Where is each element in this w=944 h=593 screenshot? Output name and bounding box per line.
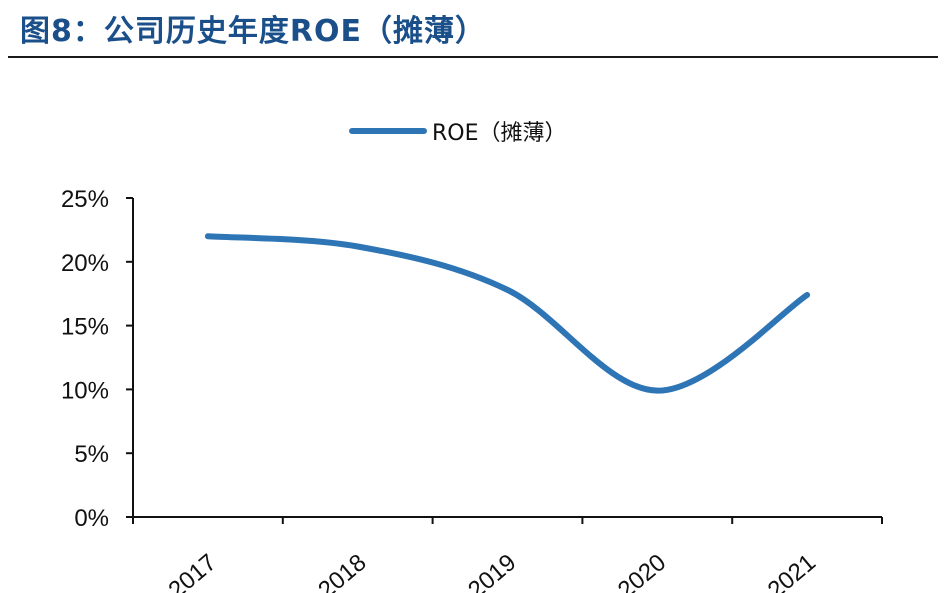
y-tick-label: 20% <box>61 250 109 277</box>
title-divider <box>8 56 938 58</box>
y-tick-label: 10% <box>61 377 109 404</box>
axes <box>132 198 882 518</box>
figure-title: 图8：公司历史年度ROE（摊薄） <box>20 14 486 49</box>
x-tick-label-2020: 2020 <box>613 549 671 593</box>
x-tick-label-2018: 2018 <box>313 549 371 593</box>
legend: ROE（摊薄） <box>349 121 567 146</box>
y-tick-label: 25% <box>61 186 109 213</box>
x-tick-label-2017: 2017 <box>164 549 222 593</box>
y-tick-label: 0% <box>74 505 109 532</box>
x-tick-label-2019: 2019 <box>463 549 521 593</box>
roe-series-line <box>204 233 811 394</box>
x-tick-label-2021: 2021 <box>763 549 821 593</box>
y-tick-label: 5% <box>74 441 109 468</box>
y-tick-label: 15% <box>61 314 109 341</box>
legend-label-roe: ROE（摊薄） <box>432 121 567 146</box>
